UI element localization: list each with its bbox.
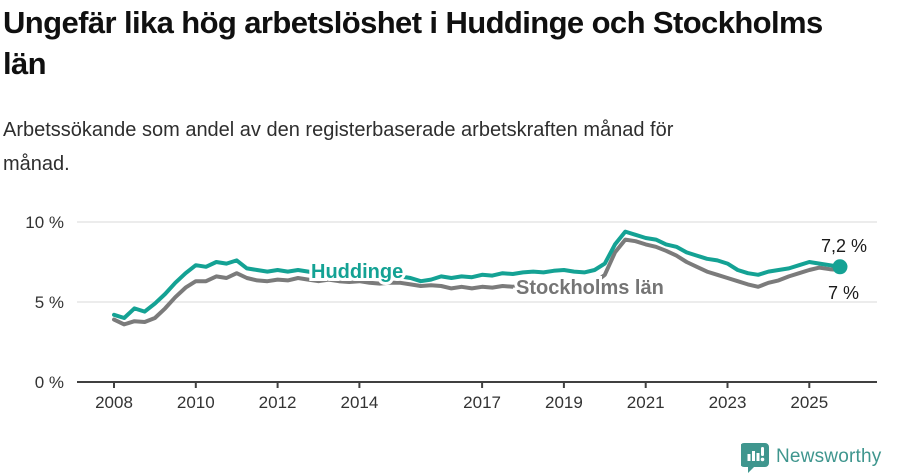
logo-bar-1: [747, 454, 751, 461]
page-title-line1: Ungefär lika hög arbetslöshet i Huddinge…: [3, 5, 823, 40]
x-axis-tick-label: 2019: [545, 393, 583, 412]
newsworthy-logo-icon: [741, 443, 769, 473]
series-line-stockholms-l-n: [112, 237, 842, 327]
y-axis-tick-label: 0 %: [35, 373, 64, 392]
series-end-dot-huddinge: [832, 259, 848, 275]
x-axis-tick-label: 2025: [790, 393, 828, 412]
page-title-line2: län: [3, 46, 47, 81]
series-end-value-huddinge: 7,2 %: [821, 236, 867, 256]
x-axis-tick-label: 2021: [627, 393, 665, 412]
chart-subtitle-line1: Arbetssökande som andel av den registerb…: [3, 119, 674, 141]
newsworthy-brand-text: Newsworthy: [776, 446, 882, 467]
y-axis-tick-label: 10 %: [25, 213, 64, 232]
logo-bar-3: [756, 453, 760, 461]
x-axis-tick-label: 2014: [340, 393, 378, 412]
series-line-huddinge: [112, 229, 842, 320]
x-axis-tick-label: 2010: [177, 393, 215, 412]
x-axis-tick-label: 2023: [709, 393, 747, 412]
logo-exclamation-dot: [760, 457, 765, 462]
page-title: Ungefär lika hög arbetslöshet i Huddinge…: [3, 2, 893, 84]
series-inline-label-stockholms-l-n: Stockholms län: [516, 277, 664, 299]
logo-exclamation-stem: [761, 447, 764, 456]
y-axis-tick-label: 5 %: [35, 293, 64, 312]
x-axis-tick-label: 2008: [95, 393, 133, 412]
x-axis-tick-label: 2017: [463, 393, 501, 412]
logo-bar-2: [752, 451, 755, 461]
series-end-value-stockholms-l-n: 7 %: [828, 283, 859, 303]
chart-subtitle-line2: månad.: [3, 153, 70, 175]
series-inline-label-huddinge: Huddinge: [311, 261, 403, 283]
x-axis-tick-label: 2012: [259, 393, 297, 412]
chart-subtitle: Arbetssökande som andel av den registerb…: [3, 113, 863, 181]
